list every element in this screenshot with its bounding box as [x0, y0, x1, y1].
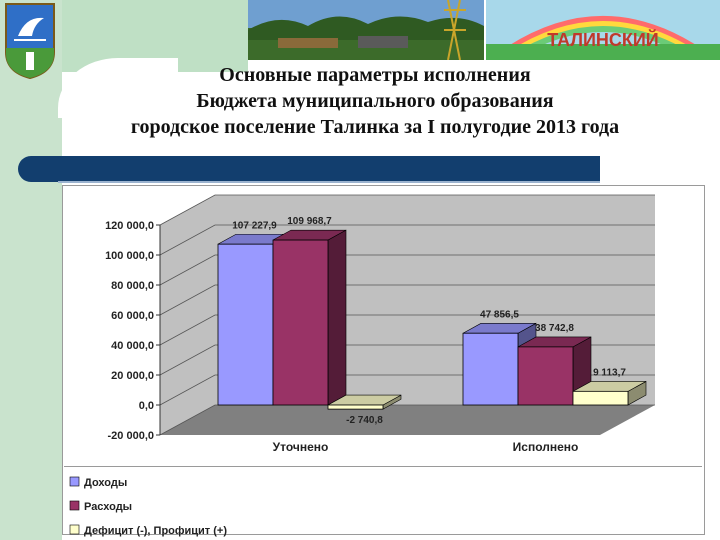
coat-of-arms-icon [5, 3, 55, 80]
data-label: -2 740,8 [346, 415, 383, 426]
legend-swatch [69, 524, 80, 535]
y-tick-label: 60 000,0 [111, 310, 154, 322]
data-label: 38 742,8 [535, 323, 574, 334]
x-category-label: Исполнено [513, 440, 579, 454]
y-tick-label: 100 000,0 [105, 250, 154, 262]
town-banner-photo: ТАЛИНСКИЙ [486, 0, 720, 60]
y-tick-label: 0,0 [139, 400, 154, 412]
bar [217, 243, 274, 406]
y-tick-label: 80 000,0 [111, 280, 154, 292]
grid-line [159, 284, 655, 316]
legend-box [64, 466, 702, 535]
banner-text: ТАЛИНСКИЙ [547, 29, 659, 50]
title-line-3: городское поселение Талинка за I полугод… [130, 116, 620, 138]
x-category-label: Уточнено [273, 440, 329, 454]
legend-label: Дефицит (-), Профицит (+) [84, 525, 227, 537]
y-tick-label: 120 000,0 [105, 220, 154, 232]
grid-line [159, 194, 655, 226]
data-label: 107 227,9 [232, 220, 277, 231]
page-title: Основные параметры исполнения Бюджета му… [62, 62, 688, 140]
title-line-1: Основные параметры исполнения [219, 64, 531, 86]
legend-swatch [69, 500, 80, 511]
grid-line [159, 314, 655, 346]
bar [327, 404, 384, 410]
bar-side [327, 229, 347, 406]
bar [517, 346, 574, 406]
bar [272, 239, 329, 406]
chart-floor [160, 405, 655, 435]
legend-swatch [69, 476, 80, 487]
title-line-2: Бюджета муниципального образования [196, 90, 554, 112]
bar [462, 332, 519, 406]
y-tick-label: 20 000,0 [111, 370, 154, 382]
data-label: 109 968,7 [287, 216, 332, 227]
bar [572, 390, 629, 406]
oilfield-photo [248, 0, 484, 60]
data-label: 47 856,5 [480, 309, 519, 320]
grid-line [159, 224, 655, 256]
title-underline-bar [18, 156, 600, 183]
y-tick-label: 40 000,0 [111, 340, 154, 352]
legend-label: Расходы [84, 501, 132, 513]
left-decor-band [0, 0, 62, 540]
grid-line [159, 254, 655, 286]
legend-label: Доходы [84, 477, 127, 489]
data-label: 9 113,7 [593, 367, 626, 378]
y-tick-label: -20 000,0 [108, 430, 154, 442]
